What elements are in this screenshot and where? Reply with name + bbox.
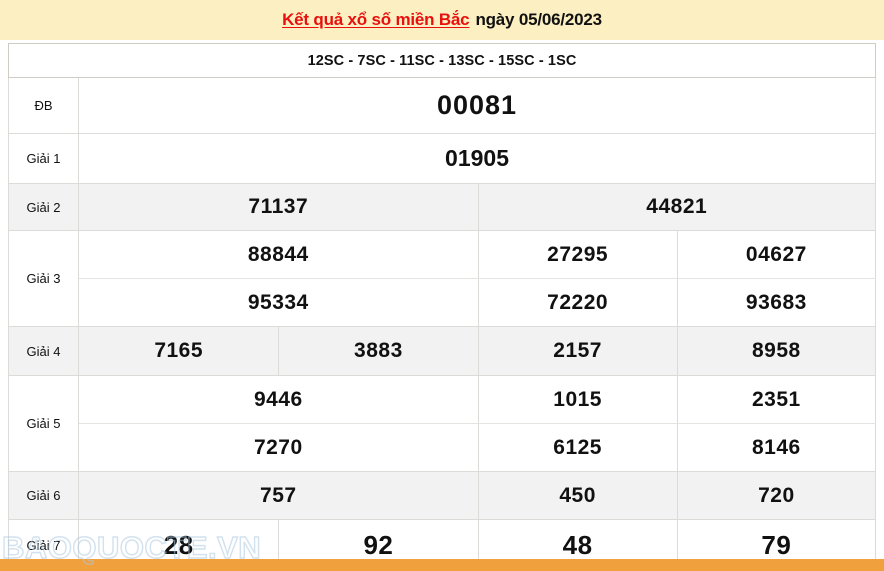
table-row: Giải 2 71137 44821 [7, 183, 877, 231]
prize-number-g3-6: 93683 [676, 278, 877, 327]
page-banner: Kết quả xổ số miền Bắc ngày 05/06/2023 [0, 0, 884, 40]
prize-number-g3-2: 27295 [477, 230, 678, 279]
prize-number-g1: 01905 [78, 133, 876, 184]
prize-number-g2-2: 44821 [477, 183, 877, 231]
table-row: 7270 6125 8146 [9, 423, 877, 472]
prize-number-g4-4: 8958 [676, 326, 877, 376]
prize-label-g3: Giải 3 [7, 230, 80, 327]
table-subtitle-row: 12SC - 7SC - 11SC - 13SC - 15SC - 1SC [8, 43, 876, 78]
page-title: Kết quả xổ số miền Bắc [282, 10, 470, 29]
table-row: Giải 6 757 450 720 [7, 471, 877, 520]
prize-number-g2-1: 71137 [78, 183, 479, 231]
prize-number-g5-6: 8146 [676, 423, 877, 472]
province-codes: 12SC - 7SC - 11SC - 13SC - 15SC - 1SC [8, 43, 876, 78]
prize-number-g3-1: 88844 [78, 230, 479, 279]
prize-number-g3-3: 04627 [676, 230, 877, 279]
prize-label-g1: Giải 1 [7, 133, 80, 184]
prize-label-db: ĐB [7, 77, 80, 134]
prize-label-g6: Giải 6 [7, 471, 80, 520]
prize-number-g3-4: 95334 [78, 278, 479, 327]
bottom-accent-bar [0, 559, 884, 571]
result-date: ngày 05/06/2023 [475, 10, 602, 29]
prize-number-g5-1: 9446 [78, 375, 479, 424]
results-table-container: 12SC - 7SC - 11SC - 13SC - 15SC - 1SC ĐB… [0, 40, 884, 571]
prize-number-g5-4: 7270 [78, 423, 479, 472]
table-row: 95334 72220 93683 [9, 278, 877, 327]
table-row: Giải 1 01905 [7, 133, 876, 184]
prize-number-g5-5: 6125 [477, 423, 678, 472]
prize-number-g4-2: 3883 [278, 326, 479, 376]
prize-number-g6-1: 757 [78, 471, 479, 520]
prize-label-g4: Giải 4 [7, 326, 80, 376]
prize-number-g6-2: 450 [477, 471, 678, 520]
table-row: ĐB 00081 [7, 77, 876, 134]
prize-number-g5-2: 1015 [477, 375, 678, 424]
prize-number-g4-1: 7165 [78, 326, 280, 376]
prize-label-g5: Giải 5 [7, 375, 80, 472]
prize-number-g5-3: 2351 [676, 375, 877, 424]
table-row: Giải 3 88844 27295 04627 [7, 230, 877, 327]
table-row: Giải 5 9446 1015 2351 [7, 375, 877, 472]
prize-number-db: 00081 [78, 77, 876, 134]
prize-number-g4-3: 2157 [477, 326, 678, 376]
lottery-results-table: 12SC - 7SC - 11SC - 13SC - 15SC - 1SC ĐB… [7, 43, 877, 571]
prize-number-g3-5: 72220 [477, 278, 678, 327]
table-row: Giải 4 7165 3883 2157 8958 [7, 326, 877, 376]
prize-number-g6-3: 720 [676, 471, 877, 520]
prize-label-g2: Giải 2 [7, 183, 80, 231]
